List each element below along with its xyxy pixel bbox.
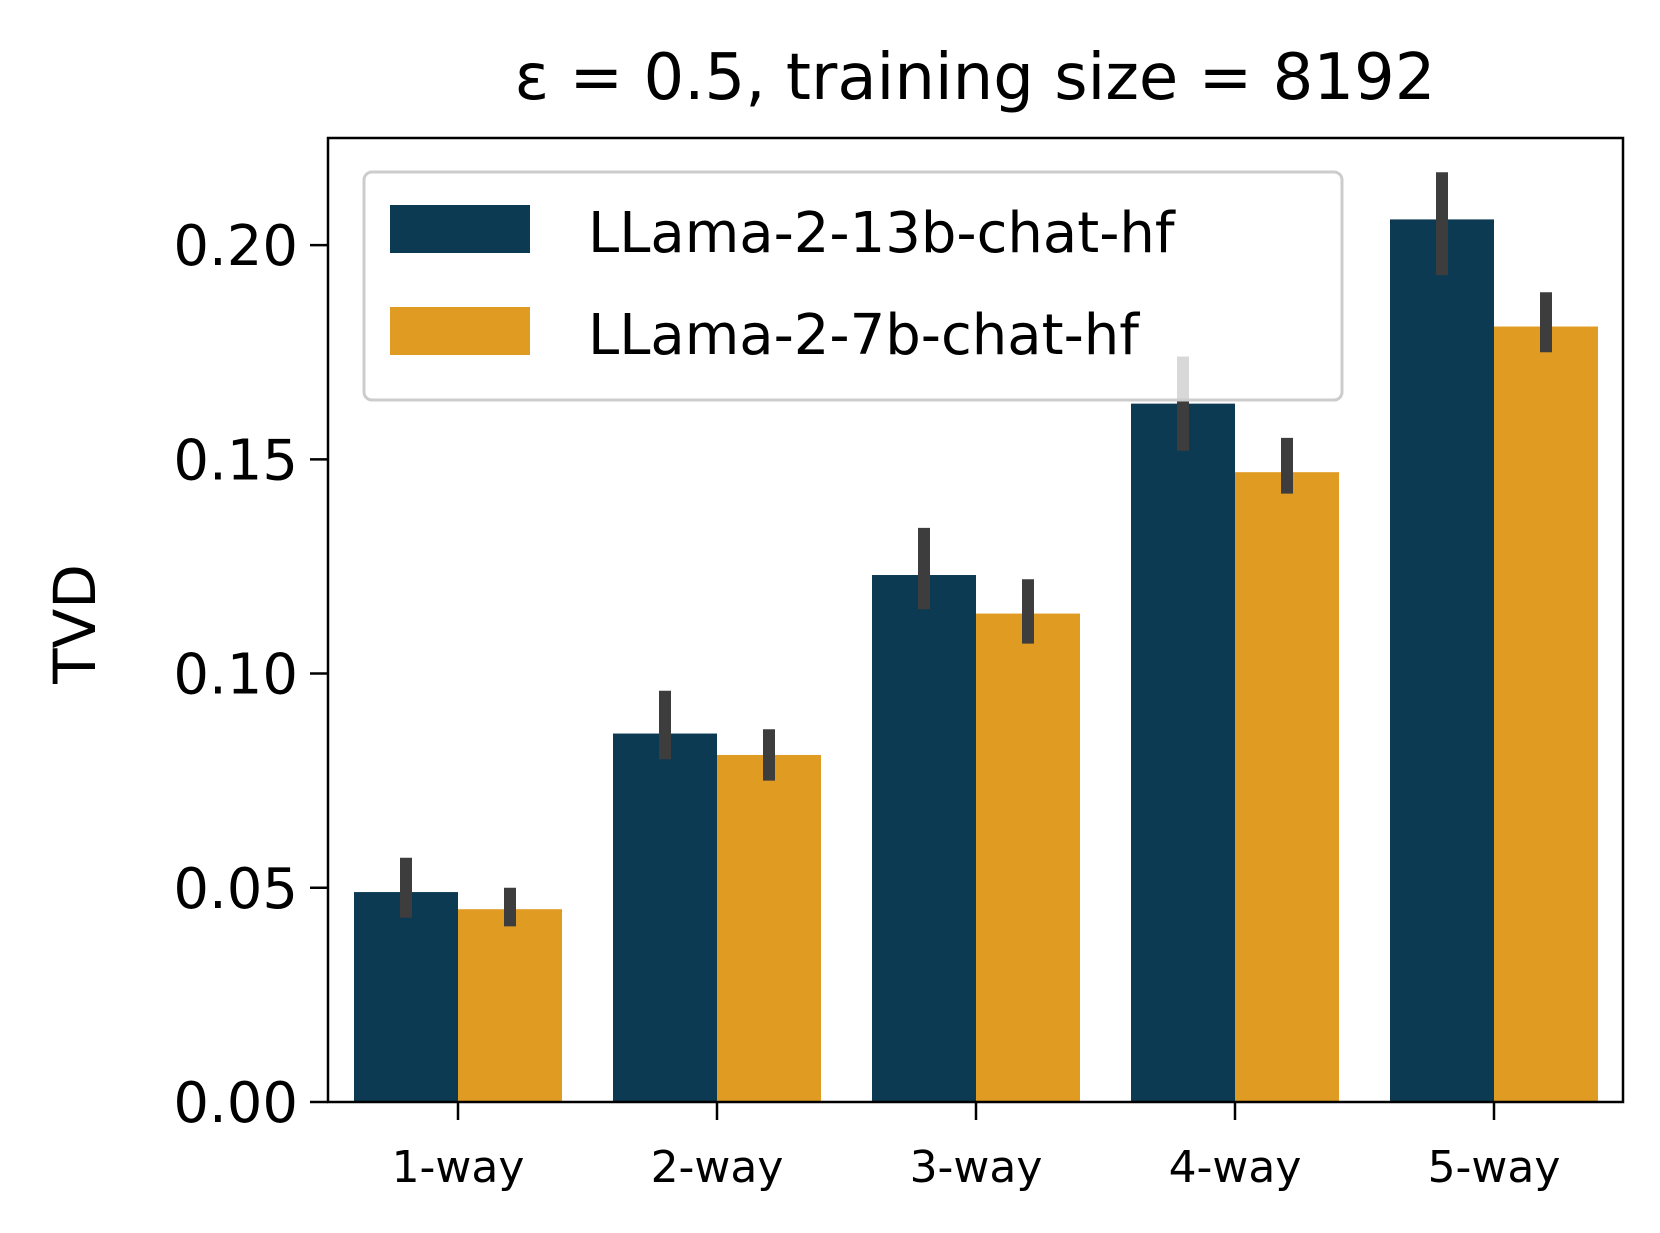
bar-llama-7b-2-way [717, 754, 821, 1102]
bar-llama-7b-5-way [1494, 326, 1598, 1102]
bar-llama-7b-3-way [976, 613, 1080, 1102]
y-tick-label-0.00: 0.00 [173, 1071, 298, 1136]
legend-label-llama-13b: LLama-2-13b-chat-hf [588, 201, 1176, 266]
chart-title: ε = 0.5, training size = 8192 [515, 41, 1436, 115]
bar-llama-13b-5-way [1390, 219, 1494, 1103]
x-tick-label-1-way: 1-way [392, 1142, 525, 1193]
bar-llama-7b-1-way [458, 909, 562, 1102]
legend-swatch-llama-13b [390, 205, 530, 253]
y-tick-label-0.10: 0.10 [173, 643, 298, 708]
legend-label-llama-7b: LLama-2-7b-chat-hf [588, 303, 1140, 368]
legend-swatch-llama-7b [390, 307, 530, 355]
bar-llama-13b-3-way [872, 575, 976, 1102]
bar-llama-13b-4-way [1131, 403, 1235, 1102]
legend-frame [362, 170, 1344, 402]
legend: LLama-2-13b-chat-hf LLama-2-7b-chat-hf [362, 170, 1344, 402]
x-tick-label-4-way: 4-way [1169, 1142, 1302, 1193]
x-tick-label-5-way: 5-way [1428, 1142, 1561, 1193]
y-tick-label-0.05: 0.05 [173, 857, 298, 922]
y-tick-label-0.15: 0.15 [173, 428, 298, 493]
y-axis-label: TVD [41, 564, 109, 685]
bar-llama-13b-1-way [354, 892, 458, 1102]
bar-llama-7b-4-way [1235, 472, 1339, 1103]
x-tick-label-3-way: 3-way [910, 1142, 1043, 1193]
x-tick-label-2-way: 2-way [651, 1142, 784, 1193]
bar-llama-13b-2-way [613, 733, 717, 1102]
y-tick-label-0.20: 0.20 [173, 214, 298, 279]
